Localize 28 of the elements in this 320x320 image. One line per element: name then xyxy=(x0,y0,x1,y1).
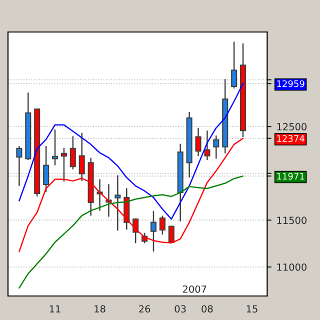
candlestick xyxy=(195,127,202,157)
line-series xyxy=(18,82,244,220)
candlestick xyxy=(16,145,22,187)
x-tick-label: 08 xyxy=(202,305,213,313)
candlestick xyxy=(159,215,166,236)
candlestick xyxy=(60,147,67,182)
candlestick xyxy=(70,136,76,170)
x-tick-label: 15 xyxy=(246,305,258,313)
y-tick-label: 12959 xyxy=(277,80,304,88)
x-tick-label: 11 xyxy=(50,305,60,312)
y-tick-label: 11500 xyxy=(277,216,307,224)
candlestick xyxy=(168,225,174,244)
y-tick-label: 11971 xyxy=(277,172,304,180)
x-tick-label: 26 xyxy=(139,305,150,313)
candlestick xyxy=(213,134,220,160)
y-tick-label: 11000 xyxy=(277,263,307,271)
candlestick xyxy=(231,41,238,90)
y-tick-label: 12500 xyxy=(277,123,307,130)
annotation: 2007 xyxy=(182,285,206,293)
y-tick-label: 12374 xyxy=(277,135,304,142)
line-series xyxy=(18,138,244,252)
candlestick xyxy=(114,174,121,232)
candlestick xyxy=(43,145,50,192)
candlestick xyxy=(150,210,157,252)
x-tick-label: 03 xyxy=(174,305,186,313)
candlestick xyxy=(52,128,58,166)
x-tick-label: 18 xyxy=(94,305,106,313)
candlestick xyxy=(204,130,210,161)
